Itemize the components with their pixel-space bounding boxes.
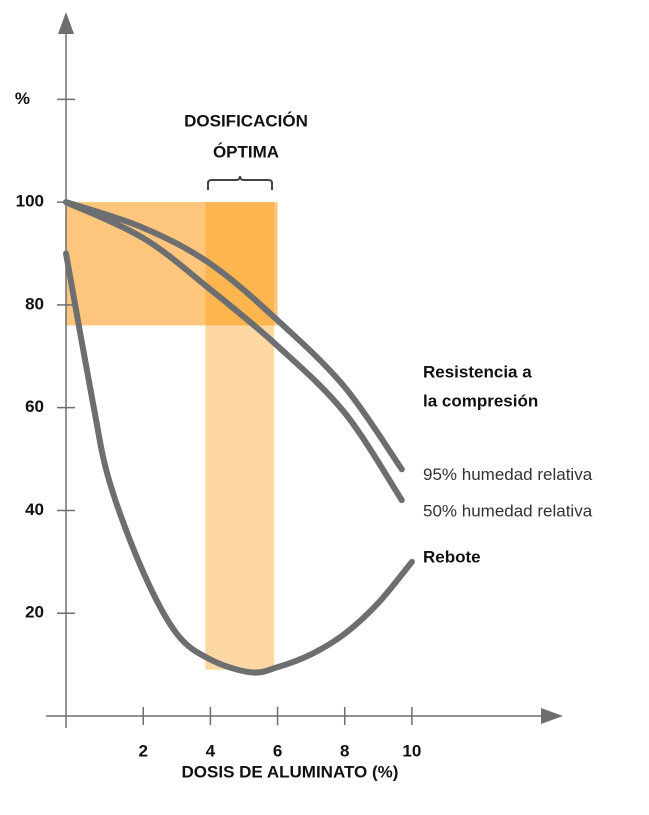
- y-tick-label: %: [15, 89, 30, 108]
- x-tick-label: 8: [340, 741, 349, 760]
- y-tick-label: 20: [25, 603, 44, 622]
- x-axis-arrow: [541, 708, 563, 724]
- annotation: Resistencia a: [423, 362, 532, 381]
- x-tick-label: 4: [206, 741, 216, 760]
- y-tick-label: 40: [25, 500, 44, 519]
- annotation: DOSIFICACIÓN: [184, 111, 308, 130]
- y-axis-arrow: [58, 12, 74, 34]
- x-tick-label: 10: [402, 741, 421, 760]
- y-tick-label: 60: [25, 397, 44, 416]
- line: [63, 199, 405, 473]
- annotation: la compresión: [423, 391, 538, 410]
- series-label: Rebote: [423, 547, 481, 566]
- y-tick-label: 100: [16, 192, 44, 211]
- line: [63, 250, 415, 676]
- brace: [207, 175, 273, 190]
- annotation: ÓPTIMA: [213, 142, 279, 161]
- series-label: 50% humedad relativa: [423, 502, 593, 521]
- series-label: 95% humedad relativa: [423, 465, 593, 484]
- x-axis-label: DOSIS DE ALUMINATO (%): [182, 762, 399, 781]
- line: [63, 199, 405, 504]
- x-tick-label: 6: [273, 741, 282, 760]
- x-tick-label: 2: [139, 741, 148, 760]
- y-tick-label: 80: [25, 294, 44, 313]
